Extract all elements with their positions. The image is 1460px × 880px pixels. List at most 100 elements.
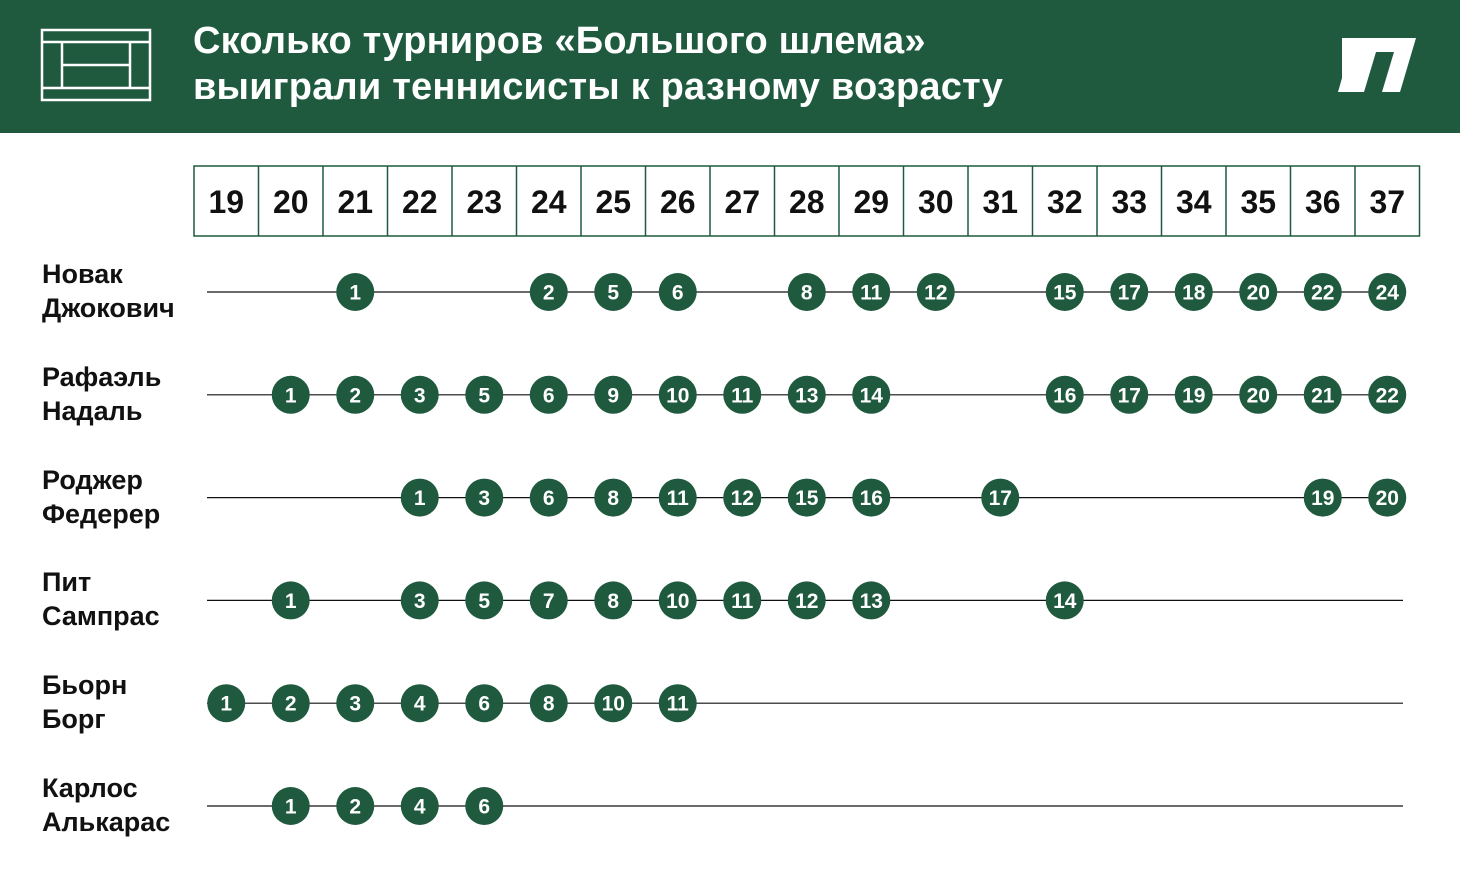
- title-count-dot: [594, 684, 633, 723]
- title-count-dot: [594, 273, 633, 311]
- title-line-1: Сколько турниров «Большого шлема»: [193, 20, 926, 62]
- title-count-label: 7: [543, 590, 555, 613]
- title-count-label: 8: [543, 693, 555, 716]
- age-tick-label: 32: [1047, 184, 1083, 220]
- player-name: Новак Джокович: [42, 257, 202, 325]
- title-count-dot: [594, 581, 633, 620]
- title-count-dot: [852, 478, 891, 517]
- title-count-dot: [1368, 375, 1407, 414]
- age-tick-label: 22: [402, 184, 438, 220]
- publisher-logo-icon: [1338, 38, 1416, 92]
- title-count-dot: [981, 478, 1020, 517]
- player-name: Карлос Алькарас: [42, 771, 202, 839]
- age-tick-label: 37: [1369, 184, 1405, 220]
- title-count-label: 1: [285, 796, 297, 819]
- title-count-dot: [207, 684, 246, 723]
- title-count-label: 2: [349, 384, 361, 407]
- title-count-label: 9: [607, 384, 619, 407]
- title-count-label: 24: [1376, 282, 1400, 305]
- player-first-name: Роджер: [42, 464, 143, 495]
- title-count-dot: [916, 273, 955, 311]
- title-count-dot: [271, 375, 310, 414]
- age-tick-label: 33: [1111, 184, 1147, 220]
- title-count-label: 22: [1376, 384, 1399, 407]
- title-count-label: 21: [1311, 384, 1335, 407]
- age-tick-label: 19: [208, 184, 244, 220]
- age-tick-label: 21: [337, 184, 373, 220]
- title-count-dot: [658, 375, 697, 414]
- title-count-label: 11: [860, 282, 883, 305]
- title-count-dot: [594, 375, 633, 414]
- title-count-dot: [336, 787, 375, 825]
- title-count-label: 2: [543, 282, 555, 305]
- title-count-label: 16: [1053, 384, 1076, 407]
- title-count-dot: [1174, 273, 1213, 311]
- title-count-dot: [1045, 581, 1084, 620]
- title-count-dot: [658, 273, 697, 311]
- title-count-dot: [852, 581, 891, 620]
- title-count-label: 10: [602, 693, 625, 716]
- title-count-dot: [1110, 375, 1149, 414]
- title-count-label: 3: [414, 384, 426, 407]
- title-count-label: 20: [1376, 487, 1399, 510]
- title-count-dot: [465, 581, 504, 620]
- player-name: Бьорн Борг: [42, 668, 202, 736]
- age-tick-label: 20: [273, 184, 309, 220]
- title-count-dot: [1174, 375, 1213, 414]
- title-count-dot: [1239, 273, 1278, 311]
- title-count-label: 8: [801, 282, 813, 305]
- age-tick-label: 29: [853, 184, 889, 220]
- title-count-dot: [787, 273, 826, 311]
- title-count-dot: [1368, 478, 1407, 517]
- player-first-name: Пит: [42, 567, 92, 598]
- title-count-label: 15: [795, 487, 819, 510]
- title-count-label: 8: [607, 590, 619, 613]
- player-last-name: Борг: [42, 704, 106, 735]
- title-count-dot: [1303, 273, 1342, 311]
- title-count-dot: [723, 375, 762, 414]
- age-tick-label: 36: [1305, 184, 1341, 220]
- title-count-label: 17: [989, 487, 1012, 510]
- title-count-dot: [852, 273, 891, 311]
- title-count-label: 1: [349, 282, 361, 305]
- title-count-dot: [465, 684, 504, 723]
- title-count-dot: [400, 581, 439, 620]
- title-count-dot: [1303, 375, 1342, 414]
- title-count-label: 6: [672, 282, 684, 305]
- age-tick-label: 30: [918, 184, 954, 220]
- title-count-label: 5: [478, 590, 490, 613]
- title-count-dot: [658, 684, 697, 723]
- player-first-name: Новак: [42, 259, 123, 289]
- player-first-name: Бьорн: [42, 670, 128, 701]
- title-count-dot: [400, 684, 439, 723]
- age-tick-label: 35: [1240, 184, 1276, 220]
- title-count-label: 15: [1053, 282, 1077, 305]
- age-tick-label: 25: [595, 184, 631, 220]
- title-count-label: 20: [1247, 384, 1270, 407]
- title-count-dot: [271, 581, 310, 620]
- title-count-dot: [723, 581, 762, 620]
- title-count-label: 11: [667, 693, 690, 716]
- title-count-dot: [529, 273, 568, 311]
- title-count-dot: [465, 787, 504, 825]
- age-tick-label: 31: [982, 184, 1018, 220]
- title-count-label: 3: [349, 693, 361, 716]
- title-count-label: 6: [543, 384, 555, 407]
- title-count-dot: [1045, 375, 1084, 414]
- title-count-label: 12: [924, 282, 947, 305]
- title-count-dot: [1239, 375, 1278, 414]
- player-first-name: Карлос: [42, 773, 138, 803]
- player-last-name: Джокович: [42, 293, 175, 323]
- title-count-dot: [1045, 273, 1084, 311]
- title-count-dot: [658, 581, 697, 620]
- title-line-2: выиграли теннисисты к разному возрасту: [193, 66, 1004, 108]
- title-count-label: 10: [666, 384, 689, 407]
- age-tick-label: 26: [660, 184, 696, 220]
- title-count-dot: [400, 478, 439, 517]
- age-tick-label: 23: [466, 184, 502, 220]
- title-count-label: 16: [860, 487, 883, 510]
- title-count-label: 14: [860, 384, 884, 407]
- title-count-dot: [271, 787, 310, 825]
- title-count-label: 13: [795, 384, 818, 407]
- age-tick-label: 24: [531, 184, 567, 220]
